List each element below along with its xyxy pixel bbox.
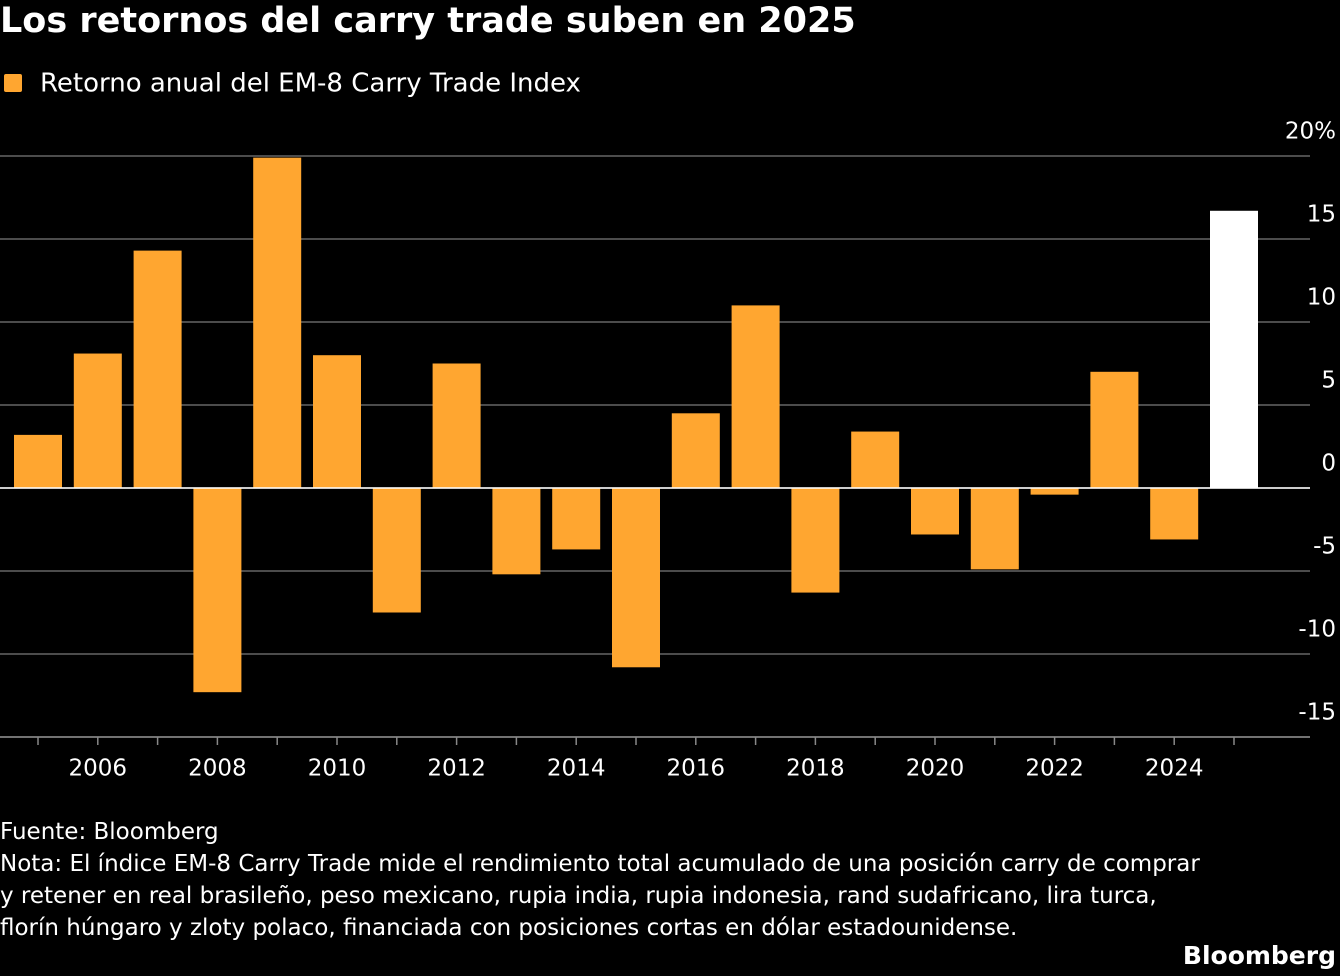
legend-label: Retorno anual del EM-8 Carry Trade Index: [40, 69, 581, 99]
bar: [911, 488, 959, 535]
legend-swatch: [4, 74, 22, 92]
bar: [671, 413, 720, 488]
x-tick-label: 2016: [667, 756, 726, 782]
bar: [133, 250, 182, 488]
bar: [1210, 210, 1258, 488]
bar: [193, 488, 242, 693]
y-tick-label: 0: [1321, 451, 1336, 477]
x-tick-label: 2024: [1145, 756, 1204, 782]
y-tick-label: 15: [1307, 202, 1336, 228]
bar: [851, 431, 900, 488]
bar: [791, 488, 840, 593]
chart-title: Los retornos del carry trade suben en 20…: [0, 1, 856, 41]
x-tick-label: 2014: [547, 756, 606, 782]
bar: [612, 488, 660, 668]
bar: [970, 488, 1019, 570]
source: Fuente: Bloomberg: [0, 819, 219, 845]
bar: [1150, 488, 1199, 540]
bar: [73, 353, 122, 488]
y-tick-label: 10: [1307, 285, 1336, 311]
bar: [432, 363, 481, 488]
x-tick-label: 2022: [1025, 756, 1084, 782]
x-tick-label: 2010: [308, 756, 367, 782]
y-tick-label: 20%: [1285, 119, 1336, 145]
note: Nota: El índice EM-8 Carry Trade mide el…: [0, 851, 1200, 941]
x-tick-label: 2008: [188, 756, 247, 782]
x-tick-label: 2020: [906, 756, 965, 782]
bar: [14, 434, 62, 488]
bar: [1090, 371, 1139, 488]
bar: [552, 488, 601, 550]
x-tick-label: 2006: [69, 756, 128, 782]
bar: [253, 157, 302, 488]
y-tick-label: -5: [1313, 534, 1336, 560]
y-tick-label: -10: [1298, 617, 1336, 643]
brand: Bloomberg: [1182, 941, 1336, 970]
bar: [1030, 488, 1079, 495]
bar: [731, 305, 780, 488]
y-tick-label: -15: [1298, 700, 1336, 726]
bar: [492, 488, 541, 575]
x-tick-label: 2012: [427, 756, 486, 782]
x-tick-label: 2018: [786, 756, 845, 782]
y-tick-label: 5: [1321, 368, 1336, 394]
bar: [372, 488, 421, 613]
bar: [313, 355, 361, 488]
